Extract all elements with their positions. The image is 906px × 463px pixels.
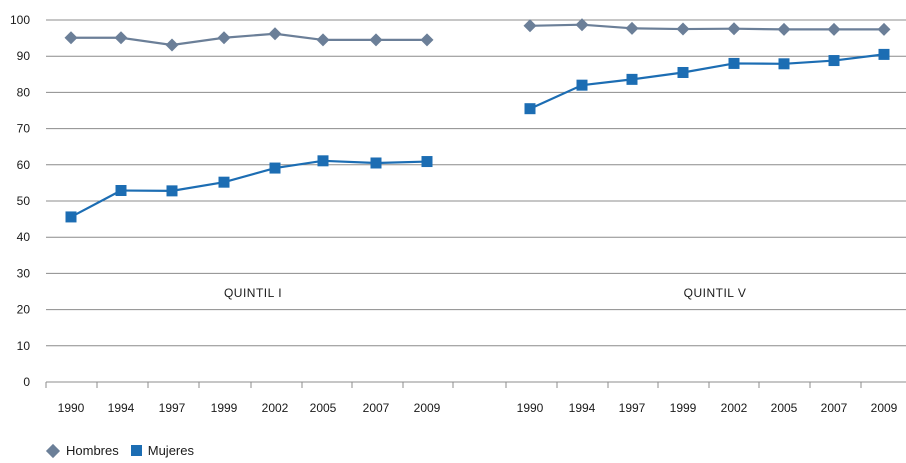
x-tick-label: 1990 xyxy=(58,401,85,415)
data-point-mujeres xyxy=(525,103,536,114)
x-tick-label: 1997 xyxy=(159,401,186,415)
x-tick-label: 1990 xyxy=(517,401,544,415)
x-tick-label: 2005 xyxy=(310,401,337,415)
x-tick-label: 1997 xyxy=(619,401,646,415)
data-point-mujeres xyxy=(879,49,890,60)
y-tick-label: 50 xyxy=(17,194,31,208)
x-tick-label: 1994 xyxy=(108,401,135,415)
diamond-marker-icon xyxy=(46,443,60,457)
y-tick-label: 90 xyxy=(17,49,31,63)
data-point-mujeres xyxy=(116,185,127,196)
y-tick-label: 30 xyxy=(17,266,31,280)
data-point-hombres xyxy=(370,33,383,46)
data-point-mujeres xyxy=(829,55,840,66)
y-tick-label: 70 xyxy=(17,122,31,136)
x-tick-label: 2005 xyxy=(771,401,798,415)
x-tick-label: 1999 xyxy=(211,401,238,415)
x-tick-label: 2002 xyxy=(721,401,748,415)
legend: Hombres Mujeres xyxy=(46,443,194,458)
data-point-mujeres xyxy=(167,185,178,196)
legend-label-hombres: Hombres xyxy=(66,443,119,458)
data-point-mujeres xyxy=(729,58,740,69)
group-label: QUINTIL V xyxy=(684,286,747,300)
data-point-mujeres xyxy=(779,58,790,69)
y-tick-label: 10 xyxy=(17,339,31,353)
data-point-mujeres xyxy=(577,80,588,91)
data-point-mujeres xyxy=(66,211,77,222)
data-point-hombres xyxy=(878,23,891,36)
legend-label-mujeres: Mujeres xyxy=(148,443,194,458)
data-point-hombres xyxy=(421,33,434,46)
data-point-hombres xyxy=(728,22,741,35)
data-point-mujeres xyxy=(678,67,689,78)
y-tick-label: 80 xyxy=(17,85,31,99)
data-point-hombres xyxy=(626,22,639,35)
data-point-mujeres xyxy=(627,74,638,85)
data-point-hombres xyxy=(317,33,330,46)
y-tick-label: 40 xyxy=(17,230,31,244)
x-tick-label: 1994 xyxy=(569,401,596,415)
group-label: QUINTIL I xyxy=(224,286,282,300)
x-tick-label: 1999 xyxy=(670,401,697,415)
data-point-hombres xyxy=(828,23,841,36)
x-tick-label: 2009 xyxy=(871,401,898,415)
x-tick-label: 2002 xyxy=(262,401,289,415)
data-point-hombres xyxy=(778,23,791,36)
data-point-mujeres xyxy=(219,177,230,188)
legend-item-hombres: Hombres xyxy=(46,443,119,458)
data-point-hombres xyxy=(65,31,78,44)
data-point-hombres xyxy=(166,38,179,51)
data-point-mujeres xyxy=(270,163,281,174)
legend-item-mujeres: Mujeres xyxy=(131,443,194,458)
y-tick-label: 100 xyxy=(10,13,30,27)
x-tick-label: 2009 xyxy=(414,401,441,415)
data-point-hombres xyxy=(218,31,231,44)
x-tick-label: 2007 xyxy=(821,401,848,415)
data-point-hombres xyxy=(677,23,690,36)
data-point-hombres xyxy=(269,27,282,40)
data-point-hombres xyxy=(115,31,128,44)
square-marker-icon xyxy=(131,445,142,456)
data-point-mujeres xyxy=(318,155,329,166)
data-point-mujeres xyxy=(371,157,382,168)
y-tick-label: 60 xyxy=(17,158,31,172)
data-point-mujeres xyxy=(422,156,433,167)
x-tick-label: 2007 xyxy=(363,401,390,415)
data-point-hombres xyxy=(524,19,537,32)
y-tick-label: 0 xyxy=(23,375,30,389)
y-tick-label: 20 xyxy=(17,303,31,317)
chart-plot: 0 10 20 30 40 50 60 70 80 90 100 1990 1994 1997 1999 20… xyxy=(0,0,906,440)
